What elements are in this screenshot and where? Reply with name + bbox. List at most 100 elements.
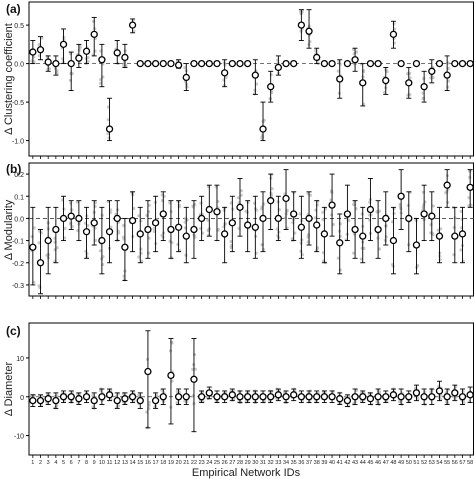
mean-point: [29, 48, 37, 56]
replicate-point: [86, 55, 90, 60]
mean-point: [267, 83, 275, 91]
mean-point: [98, 393, 106, 401]
mean-point: [374, 59, 382, 68]
mean-point: [29, 243, 37, 251]
x-tick-label: 57: [459, 460, 465, 466]
replicate-point: [359, 257, 364, 261]
x-tick-label: 17: [153, 460, 159, 466]
mean-point: [366, 205, 375, 214]
replicate-point: [192, 352, 197, 357]
mean-point: [320, 59, 329, 68]
replicate-point: [69, 222, 73, 226]
mean-point: [128, 216, 137, 225]
replicate-point: [253, 88, 257, 92]
mean-point: [197, 393, 206, 401]
x-tick-label: 6: [70, 460, 73, 466]
replicate-point: [86, 223, 90, 228]
replicate-point: [416, 397, 420, 401]
mean-point: [412, 59, 421, 68]
mean-point: [359, 232, 367, 240]
mean-point: [174, 223, 183, 231]
replicate-point: [55, 246, 59, 250]
replicate-point: [69, 52, 73, 56]
replicate-point: [37, 54, 41, 58]
replicate-point: [139, 259, 144, 263]
mean-point: [466, 391, 474, 399]
replicate-point: [329, 213, 334, 217]
mean-point: [251, 223, 259, 231]
mean-point: [366, 395, 375, 403]
x-tick-label: 49: [398, 460, 404, 466]
x-tick-label: 48: [390, 460, 396, 466]
replicate-point: [336, 69, 340, 73]
x-tick-label: 36: [298, 460, 304, 466]
replicate-point: [290, 237, 294, 241]
mean-point: [105, 391, 114, 399]
panel-b-y-axis-label: Δ Modularity: [3, 199, 15, 260]
mean-point: [343, 396, 352, 405]
x-tick-label: 38: [314, 460, 320, 466]
mean-point: [405, 393, 413, 401]
replicate-point: [106, 118, 110, 122]
mean-point: [182, 232, 190, 240]
x-tick-label: 33: [275, 460, 281, 466]
mean-point: [458, 393, 467, 401]
mean-point: [167, 59, 175, 68]
x-tick-label: 52: [421, 460, 427, 466]
mean-point: [382, 393, 390, 401]
x-tick-label: 20: [176, 460, 182, 466]
replicate-point: [439, 227, 443, 231]
mean-point: [151, 219, 160, 227]
mean-point: [382, 76, 390, 85]
replicate-point: [392, 211, 396, 216]
mean-point: [52, 225, 60, 234]
replicate-point: [75, 200, 79, 204]
mean-point: [343, 210, 352, 218]
mean-point: [167, 225, 175, 234]
x-tick-label: 42: [344, 460, 350, 466]
replicate-point: [446, 79, 451, 83]
x-tick-label: 32: [268, 460, 274, 466]
replicate-point: [446, 66, 451, 71]
mean-point: [336, 75, 344, 83]
replicate-point: [137, 255, 141, 259]
mean-point: [420, 210, 428, 218]
replicate-point: [222, 208, 226, 212]
replicate-point: [255, 82, 259, 86]
replicate-point: [55, 72, 59, 76]
mean-point: [428, 212, 436, 220]
replicate-point: [168, 349, 173, 353]
mean-point: [75, 214, 83, 223]
x-tick-label: 26: [222, 460, 228, 466]
mean-point: [443, 71, 451, 79]
replicate-point: [177, 205, 181, 209]
x-tick-label: 2: [39, 460, 42, 466]
x-tick-label: 22: [191, 460, 197, 466]
y-tick-label: -1.0: [12, 139, 24, 146]
mean-point: [336, 395, 344, 403]
x-tick-label: 47: [383, 460, 389, 466]
mean-point: [336, 239, 344, 247]
replicate-point: [444, 191, 448, 195]
mean-point: [359, 79, 367, 87]
x-tick-label: 43: [352, 460, 358, 466]
replicate-point: [406, 203, 410, 208]
x-tick-label: 3: [47, 460, 50, 466]
mean-point: [44, 236, 52, 245]
replicate-point: [137, 214, 141, 218]
mean-point: [328, 201, 336, 209]
mean-point: [121, 53, 129, 62]
replicate-point: [331, 222, 335, 227]
replicate-point: [239, 189, 243, 193]
x-tick-label: 23: [199, 460, 205, 466]
x-tick-label: 44: [360, 460, 366, 466]
x-tick-label: 13: [122, 460, 128, 466]
x-tick-label: 21: [183, 460, 189, 466]
mean-point: [98, 56, 106, 64]
replicate-point: [459, 248, 463, 252]
x-tick-labels: 1 2 3 4 5 6 7 8 9 10 11 12 13 14 15 16 17 18 19 20 21 22 23 24 2…: [31, 460, 473, 466]
x-tick-label: 58: [467, 460, 473, 466]
replicate-point: [40, 36, 44, 40]
mean-point: [328, 393, 336, 401]
mean-point: [435, 232, 444, 240]
